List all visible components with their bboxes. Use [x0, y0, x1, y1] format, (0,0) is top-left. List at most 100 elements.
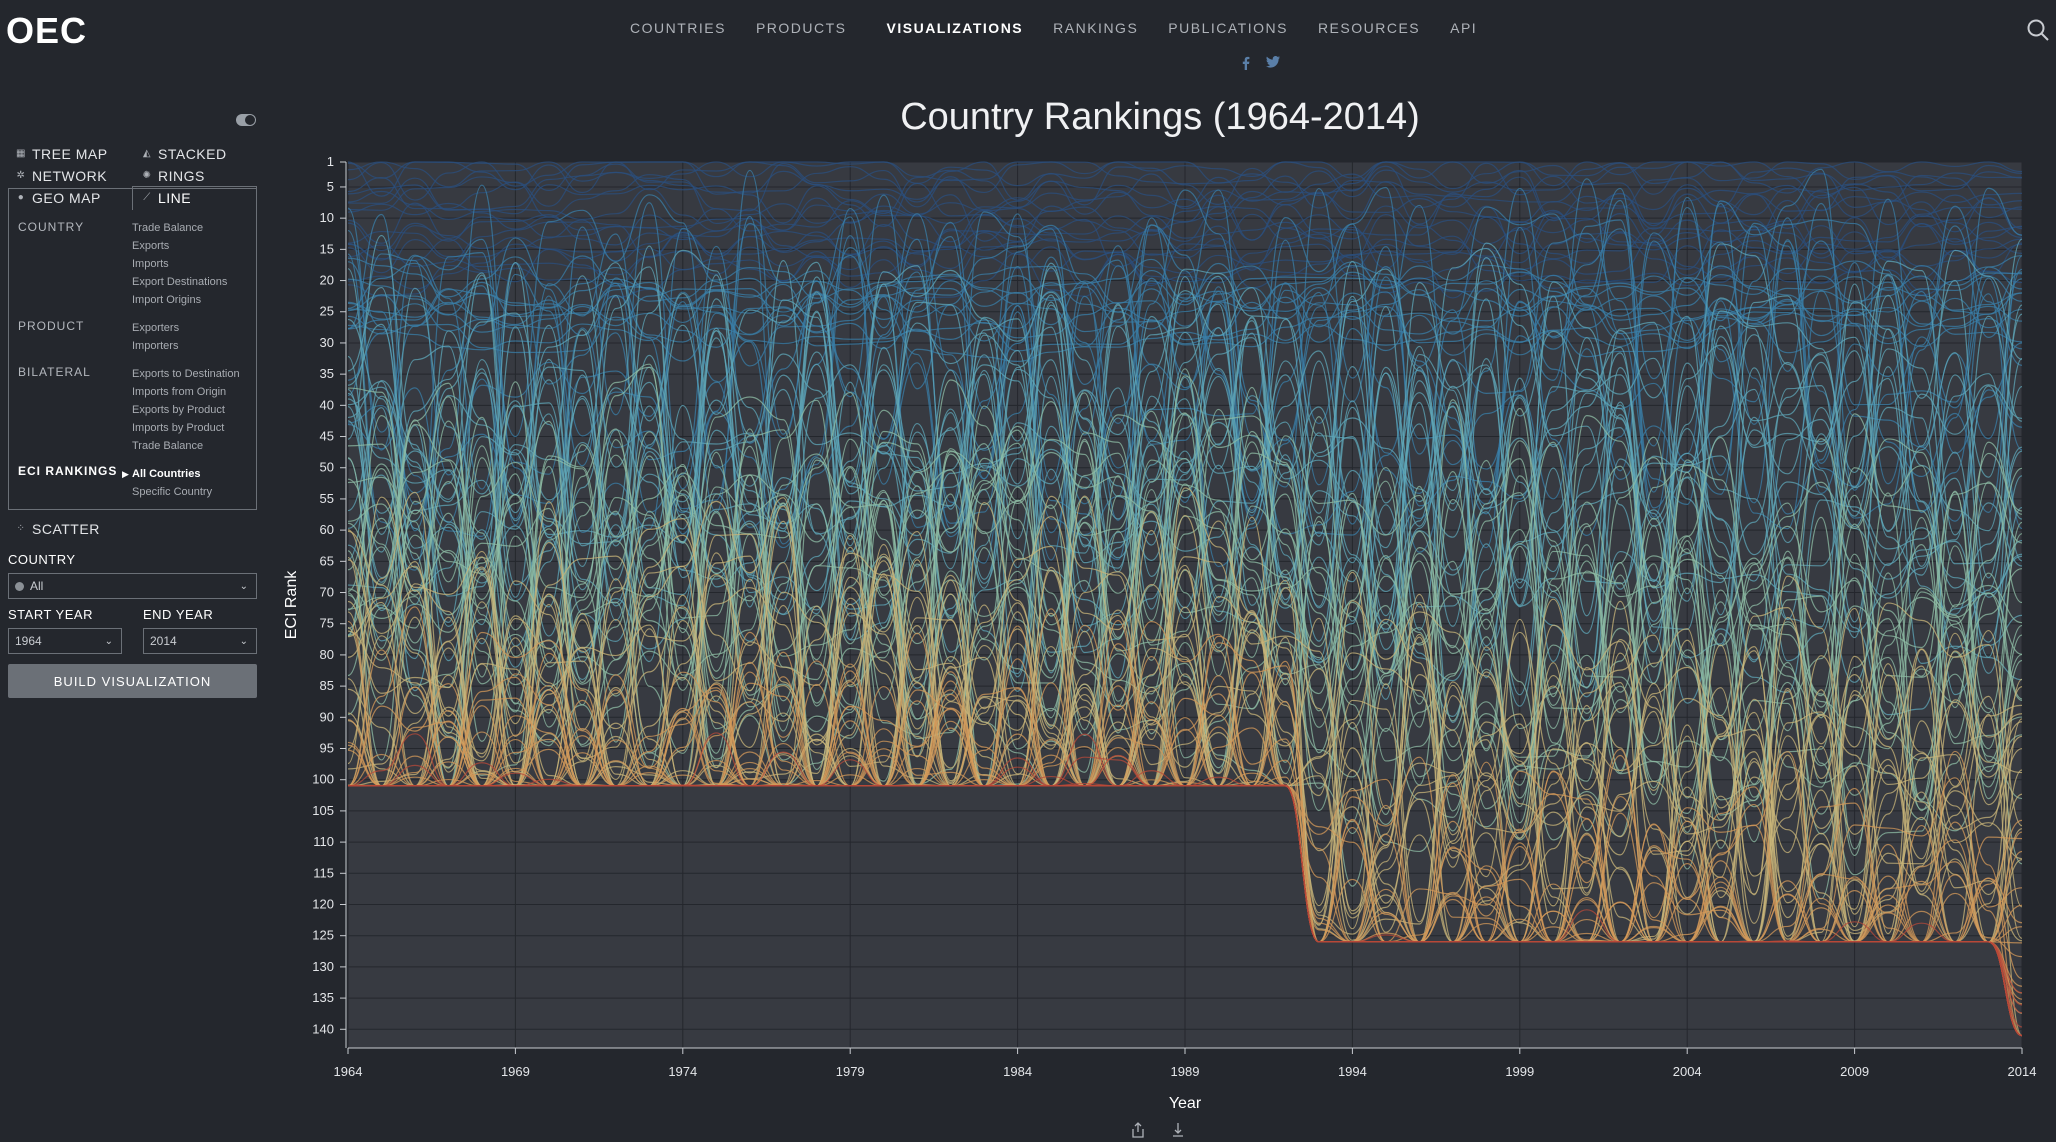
series-line[interactable] — [347, 520, 2023, 943]
x-tick-label: 1969 — [501, 1064, 530, 1079]
series-line[interactable] — [347, 310, 2023, 664]
theme-toggle[interactable] — [236, 114, 256, 126]
nav-rankings[interactable]: RANKINGS — [1053, 20, 1139, 36]
nav-visualizations[interactable]: VISUALIZATIONS — [886, 20, 1024, 36]
menu-export-destinations[interactable]: Export Destinations — [132, 276, 228, 288]
nav-countries[interactable]: COUNTRIES — [630, 20, 726, 36]
series-line[interactable] — [347, 311, 2023, 663]
menu-import-origins[interactable]: Import Origins — [132, 294, 202, 306]
nav-publications[interactable]: PUBLICATIONS — [1168, 20, 1288, 36]
viz-type-stacked[interactable]: ◭ STACKED — [142, 146, 227, 162]
series-line[interactable] — [347, 334, 2023, 700]
twitter-icon[interactable] — [1266, 56, 1280, 68]
section-bilateral: BILATERAL — [18, 365, 91, 379]
series-line[interactable] — [347, 379, 2023, 752]
series-line[interactable] — [348, 720, 2023, 1037]
download-icon[interactable] — [1170, 1122, 1186, 1138]
start-year-select[interactable]: 1964 ⌄ — [8, 628, 122, 654]
menu-exporters[interactable]: Exporters — [132, 322, 180, 334]
series-line[interactable] — [347, 217, 2023, 268]
viz-type-network[interactable]: ✲ NETWORK — [16, 168, 108, 184]
viz-type-rings[interactable]: ✺ RINGS — [142, 168, 205, 184]
viz-type-treemap[interactable]: ▦ TREE MAP — [16, 146, 108, 162]
series-line[interactable] — [347, 178, 2023, 514]
series-line[interactable] — [347, 162, 2023, 213]
country-select[interactable]: All ⌄ — [8, 573, 257, 599]
section-eci-rankings: ECI RANKINGS — [18, 464, 118, 478]
series-line[interactable] — [347, 473, 2023, 853]
series-line[interactable] — [347, 574, 2023, 943]
y-tick-label: 5 — [327, 179, 334, 194]
series-line[interactable] — [347, 186, 2023, 525]
series-line[interactable] — [347, 224, 2023, 571]
series-line[interactable] — [347, 311, 2023, 363]
menu-exports-to-destination[interactable]: Exports to Destination — [132, 368, 240, 380]
nav-products[interactable]: PRODUCTS — [755, 20, 847, 36]
y-tick-label: 35 — [320, 366, 334, 381]
tab-gap — [133, 208, 256, 210]
viz-type-geomap[interactable]: ● GEO MAP — [17, 190, 101, 206]
menu-imports-from-origin[interactable]: Imports from Origin — [132, 386, 227, 398]
series-line[interactable] — [347, 543, 2023, 943]
series-line[interactable] — [347, 609, 2023, 943]
series-line[interactable] — [347, 168, 2023, 513]
nav-api[interactable]: API — [1450, 20, 1478, 36]
series-line[interactable] — [347, 652, 2023, 943]
series-line[interactable] — [347, 405, 2023, 816]
series-line[interactable] — [347, 211, 2023, 549]
end-year-label: END YEAR — [143, 607, 214, 622]
share-icon[interactable] — [1130, 1122, 1146, 1138]
y-tick-label: 25 — [320, 304, 334, 319]
series-line[interactable] — [347, 318, 2023, 681]
series-line[interactable] — [347, 465, 2023, 857]
series-line[interactable] — [347, 199, 2023, 250]
series-line[interactable] — [347, 438, 2023, 841]
series-line[interactable] — [347, 169, 2023, 219]
series-line[interactable] — [347, 440, 2023, 849]
menu-specific-country[interactable]: Specific Country — [132, 486, 213, 498]
y-tick-label: 45 — [320, 429, 334, 444]
build-visualization-button[interactable]: BUILD VISUALIZATION — [8, 664, 257, 698]
series-line[interactable] — [347, 476, 2023, 835]
series-line[interactable] — [347, 351, 2023, 698]
series-line[interactable] — [347, 396, 2023, 789]
series-line[interactable] — [348, 785, 2023, 1037]
series-line[interactable] — [347, 238, 2023, 589]
y-tick-label: 10 — [320, 210, 334, 225]
series-line[interactable] — [347, 550, 2023, 943]
y-tick-label: 30 — [320, 335, 334, 350]
menu-exports[interactable]: Exports — [132, 240, 170, 252]
series-line[interactable] — [347, 265, 2023, 616]
y-axis-label: ECI Rank — [283, 570, 300, 639]
y-tick-label: 110 — [313, 834, 334, 849]
menu-bilateral-trade-balance[interactable]: Trade Balance — [132, 440, 204, 452]
menu-all-countries[interactable]: All Countries — [132, 468, 201, 480]
series-line[interactable] — [347, 234, 2023, 575]
series-line[interactable] — [347, 224, 2023, 272]
oec-logo[interactable]: OEC — [6, 10, 88, 51]
menu-exports-by-product[interactable]: Exports by Product — [132, 404, 225, 416]
menu-imports[interactable]: Imports — [132, 258, 169, 270]
series-line[interactable] — [347, 249, 2023, 606]
line-icon: ⟋ — [143, 192, 151, 203]
series-line[interactable] — [347, 161, 2023, 206]
end-year-select[interactable]: 2014 ⌄ — [143, 628, 257, 654]
y-tick-label: 100 — [312, 772, 334, 787]
series-line[interactable] — [347, 360, 2023, 724]
chevron-down-icon: ⌄ — [239, 581, 248, 592]
menu-imports-by-product[interactable]: Imports by Product — [132, 422, 225, 434]
series-line[interactable] — [347, 202, 2023, 545]
nav-resources[interactable]: RESOURCES — [1317, 20, 1421, 36]
series-line[interactable] — [347, 174, 2023, 225]
menu-importers[interactable]: Importers — [132, 340, 179, 352]
y-tick-label: 40 — [320, 397, 334, 412]
facebook-icon[interactable] — [1240, 56, 1252, 70]
menu-trade-balance[interactable]: Trade Balance — [132, 222, 204, 234]
series-line[interactable] — [347, 541, 2023, 943]
search-icon[interactable] — [2026, 18, 2050, 42]
series-line[interactable] — [347, 458, 2023, 850]
viz-type-line[interactable]: ⟋ LINE — [143, 190, 192, 206]
series-line[interactable] — [348, 655, 2023, 943]
viz-type-scatter[interactable]: ⁘ SCATTER — [16, 521, 100, 537]
